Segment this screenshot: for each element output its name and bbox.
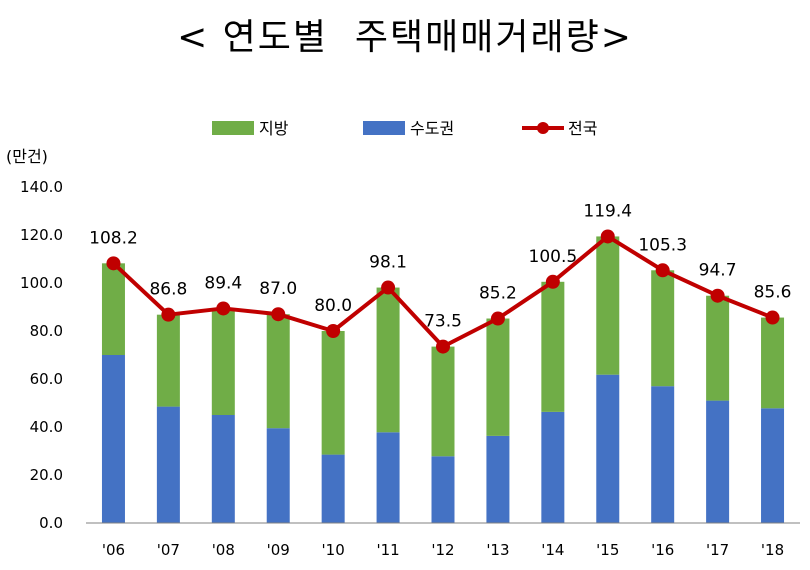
bar-segment bbox=[211, 308, 235, 415]
bar-segment bbox=[761, 408, 785, 523]
line-point bbox=[161, 307, 176, 322]
line-point bbox=[326, 324, 341, 338]
line-series bbox=[106, 229, 780, 354]
line-point bbox=[271, 307, 286, 322]
x-tick-label: '16 bbox=[651, 541, 674, 559]
data-label: 105.3 bbox=[638, 235, 687, 255]
line-point bbox=[490, 311, 505, 326]
x-tick-label: '09 bbox=[267, 541, 290, 559]
line-point bbox=[436, 339, 450, 354]
bar-segment bbox=[761, 317, 785, 409]
data-label: 94.7 bbox=[699, 261, 737, 281]
data-label: 80.0 bbox=[314, 296, 352, 316]
x-tick-label: '15 bbox=[596, 541, 619, 559]
line-point bbox=[710, 288, 725, 303]
bars bbox=[101, 236, 785, 523]
data-label: 98.1 bbox=[369, 253, 407, 273]
bar-segment bbox=[266, 428, 290, 523]
bar-segment bbox=[596, 236, 620, 375]
line-point bbox=[600, 229, 615, 244]
data-label: 87.0 bbox=[259, 279, 297, 299]
line-point bbox=[545, 274, 560, 289]
bar-segment bbox=[706, 295, 730, 401]
line-point bbox=[381, 280, 396, 295]
data-label: 100.5 bbox=[529, 247, 578, 267]
bar-segment bbox=[431, 456, 455, 523]
line-point bbox=[106, 256, 121, 271]
bar-segment bbox=[486, 435, 510, 523]
x-tick-label: '10 bbox=[322, 541, 345, 559]
data-label: 73.5 bbox=[424, 312, 462, 332]
bar-segment bbox=[101, 263, 125, 355]
bar-segment bbox=[431, 346, 455, 457]
bar-segment bbox=[651, 270, 675, 387]
bar-segment bbox=[156, 314, 180, 407]
x-tick-label: '07 bbox=[157, 541, 180, 559]
bar-segment bbox=[376, 432, 400, 523]
data-label: 89.4 bbox=[204, 273, 242, 293]
bar-segment bbox=[266, 314, 290, 429]
y-axis-unit-label: (만건) bbox=[6, 147, 48, 166]
x-tick-label: '18 bbox=[761, 541, 784, 559]
legend: 지방 수도권 전국 bbox=[212, 119, 597, 138]
data-label: 86.8 bbox=[149, 280, 187, 300]
line-point bbox=[655, 263, 670, 278]
data-label: 85.2 bbox=[479, 284, 517, 304]
legend-label: 수도권 bbox=[410, 119, 454, 138]
bar-segment bbox=[376, 287, 400, 433]
bar-segment bbox=[596, 374, 620, 523]
legend-swatch-marker bbox=[537, 122, 549, 134]
legend-swatch bbox=[212, 121, 254, 135]
legend-label: 전국 bbox=[568, 119, 597, 138]
bar-segment bbox=[651, 386, 675, 523]
bar-segment bbox=[321, 331, 345, 455]
bar-segment bbox=[541, 411, 565, 523]
x-tick-label: '06 bbox=[102, 541, 125, 559]
x-axis-ticks: '06 '07 '08 '09 '10 '11 '12 '13 '14 '15 '16 '17 '18 bbox=[102, 541, 784, 559]
bar-segment bbox=[101, 355, 125, 523]
y-tick-label: 140.0 bbox=[20, 178, 63, 196]
y-tick-label: 60.0 bbox=[30, 370, 63, 388]
x-tick-label: '08 bbox=[212, 541, 235, 559]
bar-segment bbox=[706, 400, 730, 523]
data-label: 119.4 bbox=[583, 201, 632, 221]
bar-segment bbox=[321, 454, 345, 523]
legend-swatch bbox=[363, 121, 405, 135]
line-point bbox=[216, 301, 231, 316]
x-tick-label: '11 bbox=[376, 541, 399, 559]
data-label: 108.2 bbox=[89, 228, 138, 248]
y-tick-label: 100.0 bbox=[20, 274, 63, 292]
legend-label: 지방 bbox=[259, 119, 289, 138]
x-tick-label: '12 bbox=[431, 541, 454, 559]
y-tick-label: 20.0 bbox=[30, 466, 63, 484]
y-tick-label: 80.0 bbox=[30, 322, 63, 340]
bar-segment bbox=[156, 406, 180, 523]
bar-segment bbox=[211, 415, 235, 523]
y-tick-label: 120.0 bbox=[20, 226, 63, 244]
data-label: 85.6 bbox=[754, 283, 792, 303]
bar-segment bbox=[486, 318, 510, 436]
y-axis-ticks: 0.0 20.0 40.0 60.0 80.0 100.0 120.0 140.0 bbox=[20, 178, 63, 532]
x-tick-label: '14 bbox=[541, 541, 564, 559]
y-tick-label: 0.0 bbox=[39, 514, 63, 532]
x-tick-label: '17 bbox=[706, 541, 729, 559]
chart-title: < 연도별 주택매매거래량> bbox=[177, 17, 633, 58]
line-point bbox=[765, 310, 780, 325]
y-tick-label: 40.0 bbox=[30, 418, 63, 436]
data-labels: 108.2 86.8 89.4 87.0 80.0 98.1 73.5 85.2 100.5 11… bbox=[89, 201, 791, 331]
bar-segment bbox=[541, 281, 565, 412]
x-tick-label: '13 bbox=[486, 541, 509, 559]
